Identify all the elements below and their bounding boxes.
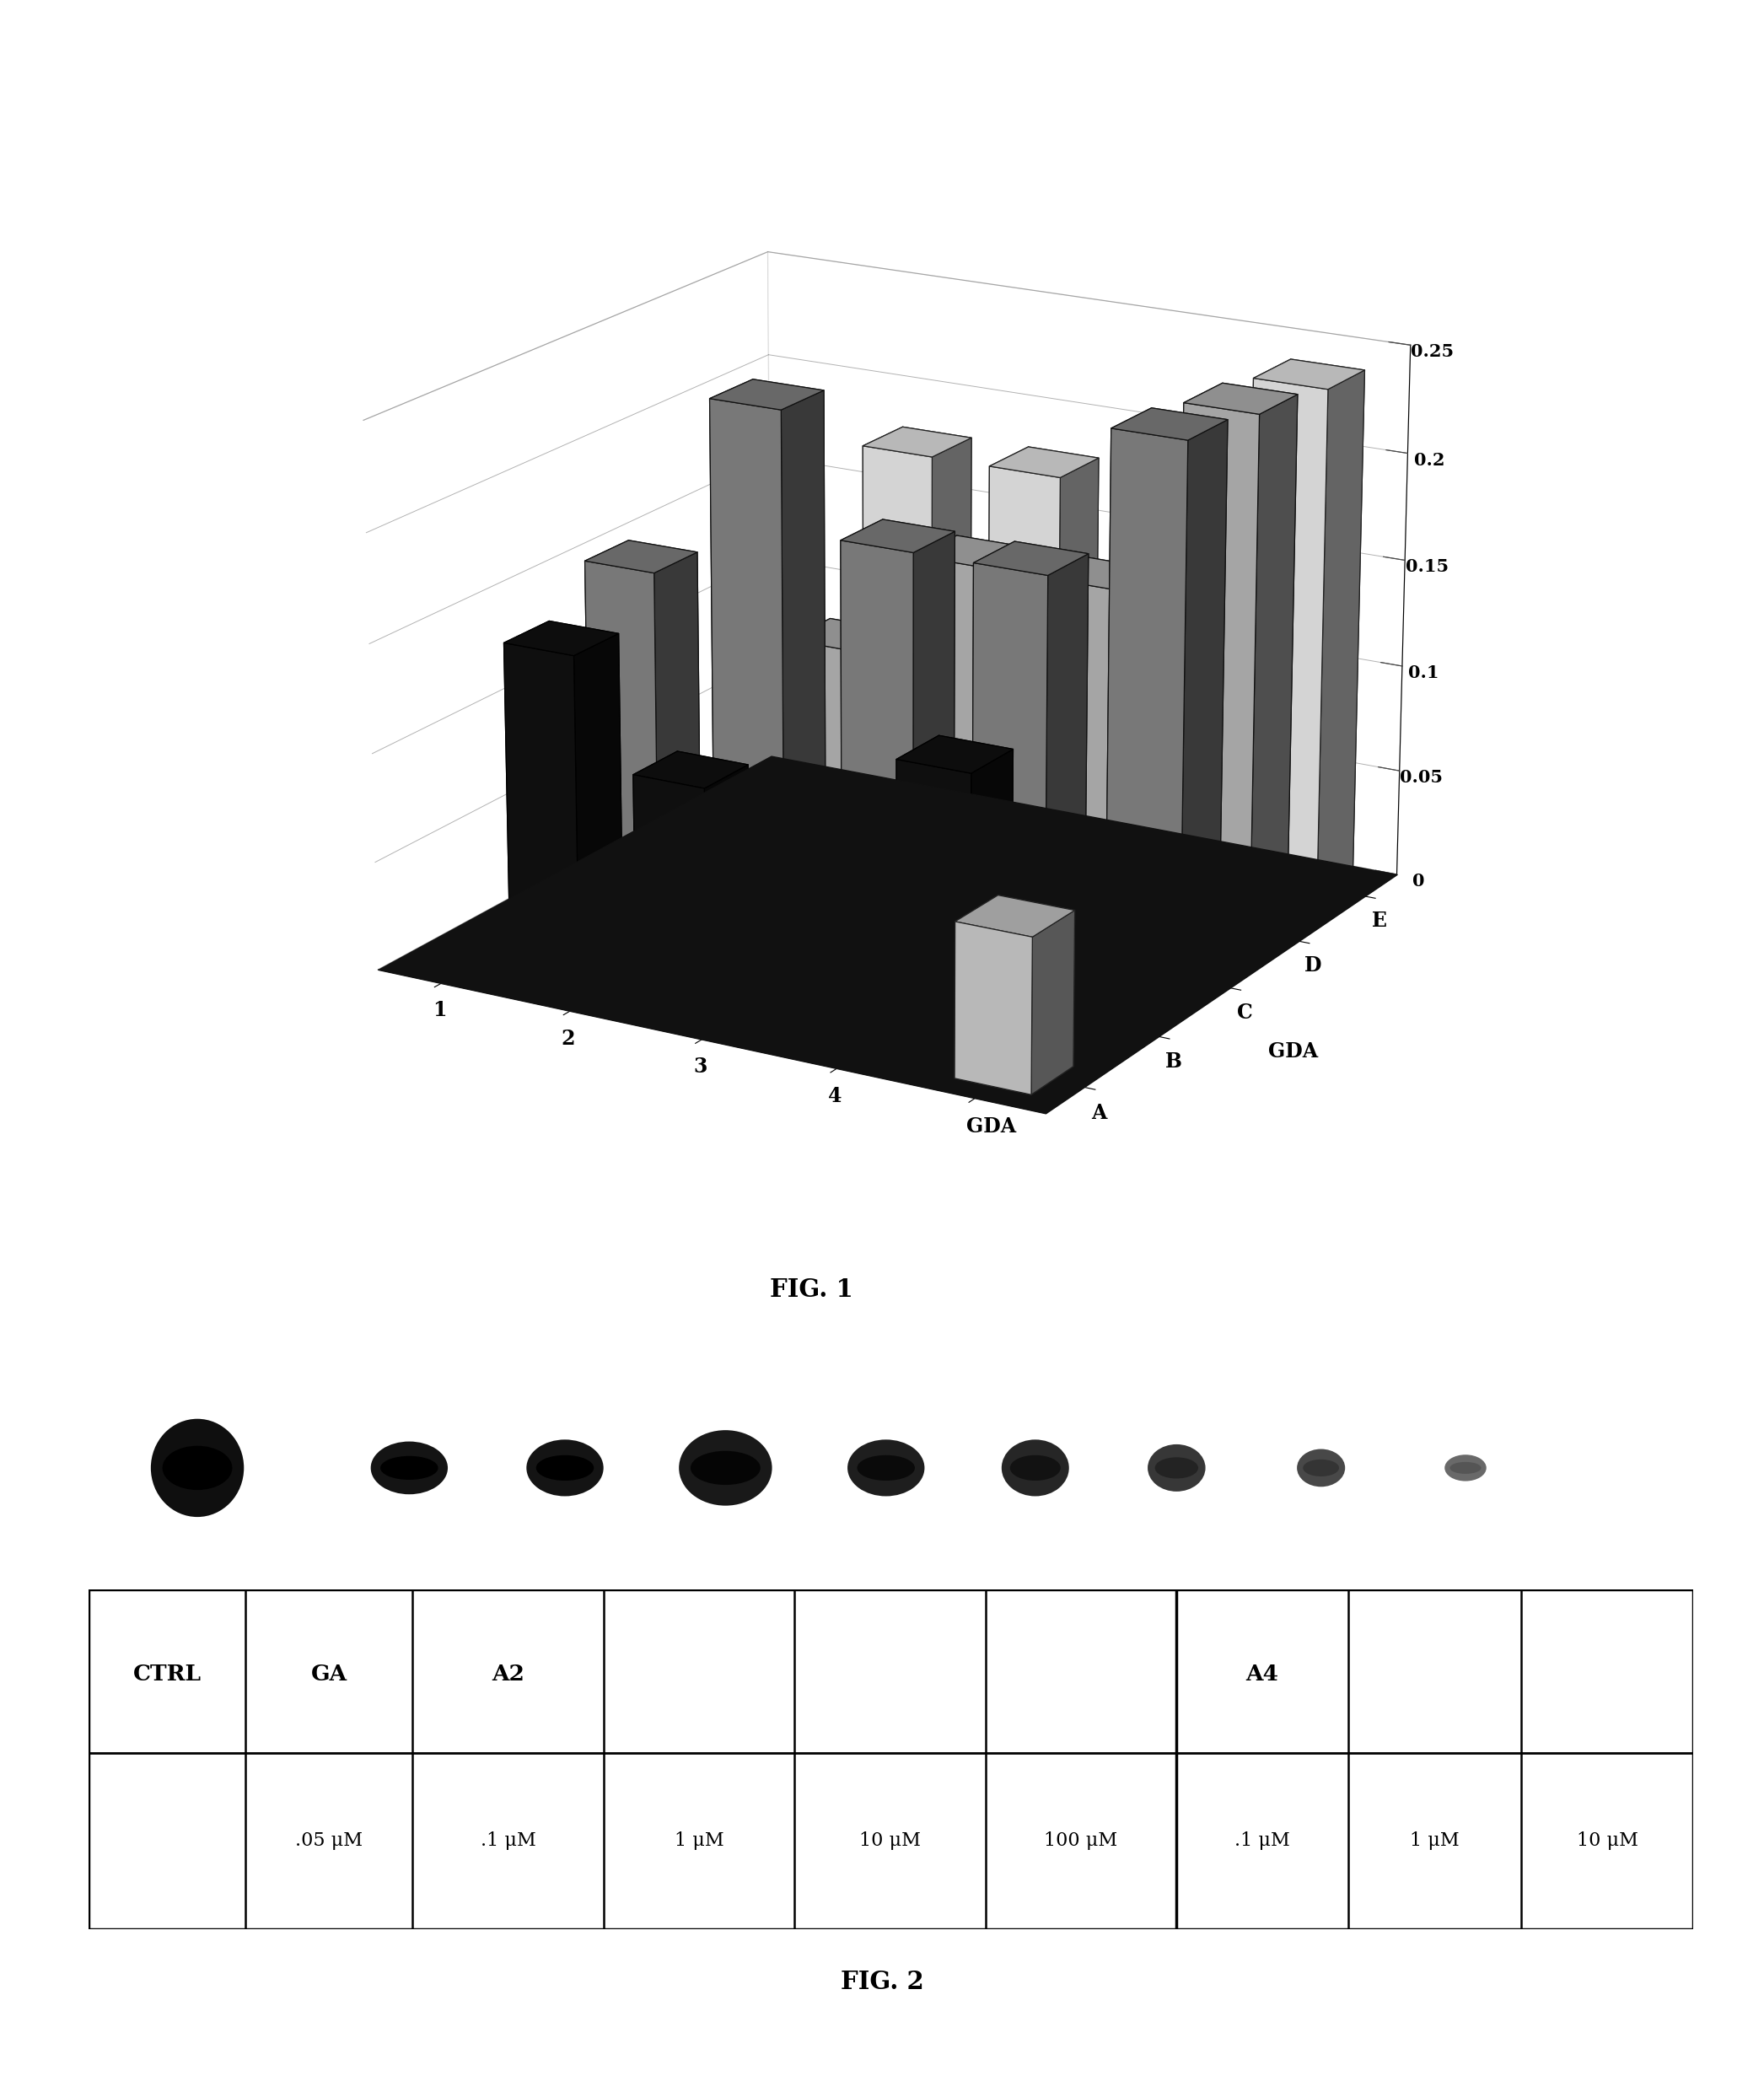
FancyBboxPatch shape xyxy=(88,1590,1693,1929)
Text: A4: A4 xyxy=(1245,1663,1279,1686)
Ellipse shape xyxy=(847,1439,924,1497)
Text: FIG. 2: FIG. 2 xyxy=(840,1969,924,1994)
Ellipse shape xyxy=(857,1455,916,1480)
Ellipse shape xyxy=(1011,1455,1060,1480)
Ellipse shape xyxy=(381,1455,437,1480)
Ellipse shape xyxy=(690,1451,760,1485)
Ellipse shape xyxy=(1450,1462,1482,1474)
Y-axis label: GDA: GDA xyxy=(1268,1042,1318,1061)
Ellipse shape xyxy=(162,1445,233,1491)
Ellipse shape xyxy=(526,1439,603,1497)
Text: GA: GA xyxy=(310,1663,348,1686)
Text: 10 μM: 10 μM xyxy=(859,1831,921,1850)
Text: FIG. 1: FIG. 1 xyxy=(769,1277,854,1302)
Ellipse shape xyxy=(1002,1439,1069,1497)
Text: A2: A2 xyxy=(492,1663,524,1686)
Ellipse shape xyxy=(1445,1455,1487,1480)
Text: CTRL: CTRL xyxy=(132,1663,201,1686)
Ellipse shape xyxy=(1297,1449,1346,1487)
Ellipse shape xyxy=(536,1455,594,1480)
Ellipse shape xyxy=(150,1420,243,1516)
Text: 100 μM: 100 μM xyxy=(1044,1831,1118,1850)
Text: .1 μM: .1 μM xyxy=(480,1831,536,1850)
Text: 10 μM: 10 μM xyxy=(1577,1831,1639,1850)
Text: 1 μM: 1 μM xyxy=(674,1831,723,1850)
Ellipse shape xyxy=(1155,1457,1198,1478)
Text: .05 μM: .05 μM xyxy=(295,1831,363,1850)
Text: .1 μM: .1 μM xyxy=(1235,1831,1289,1850)
Text: 1 μM: 1 μM xyxy=(1409,1831,1459,1850)
Ellipse shape xyxy=(679,1430,773,1506)
Ellipse shape xyxy=(1304,1460,1339,1476)
Ellipse shape xyxy=(1148,1445,1205,1491)
Ellipse shape xyxy=(370,1441,448,1495)
